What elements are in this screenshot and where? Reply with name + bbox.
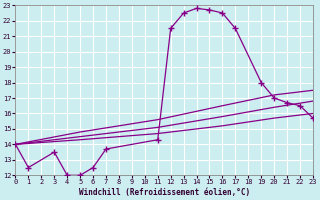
X-axis label: Windchill (Refroidissement éolien,°C): Windchill (Refroidissement éolien,°C) <box>79 188 250 197</box>
